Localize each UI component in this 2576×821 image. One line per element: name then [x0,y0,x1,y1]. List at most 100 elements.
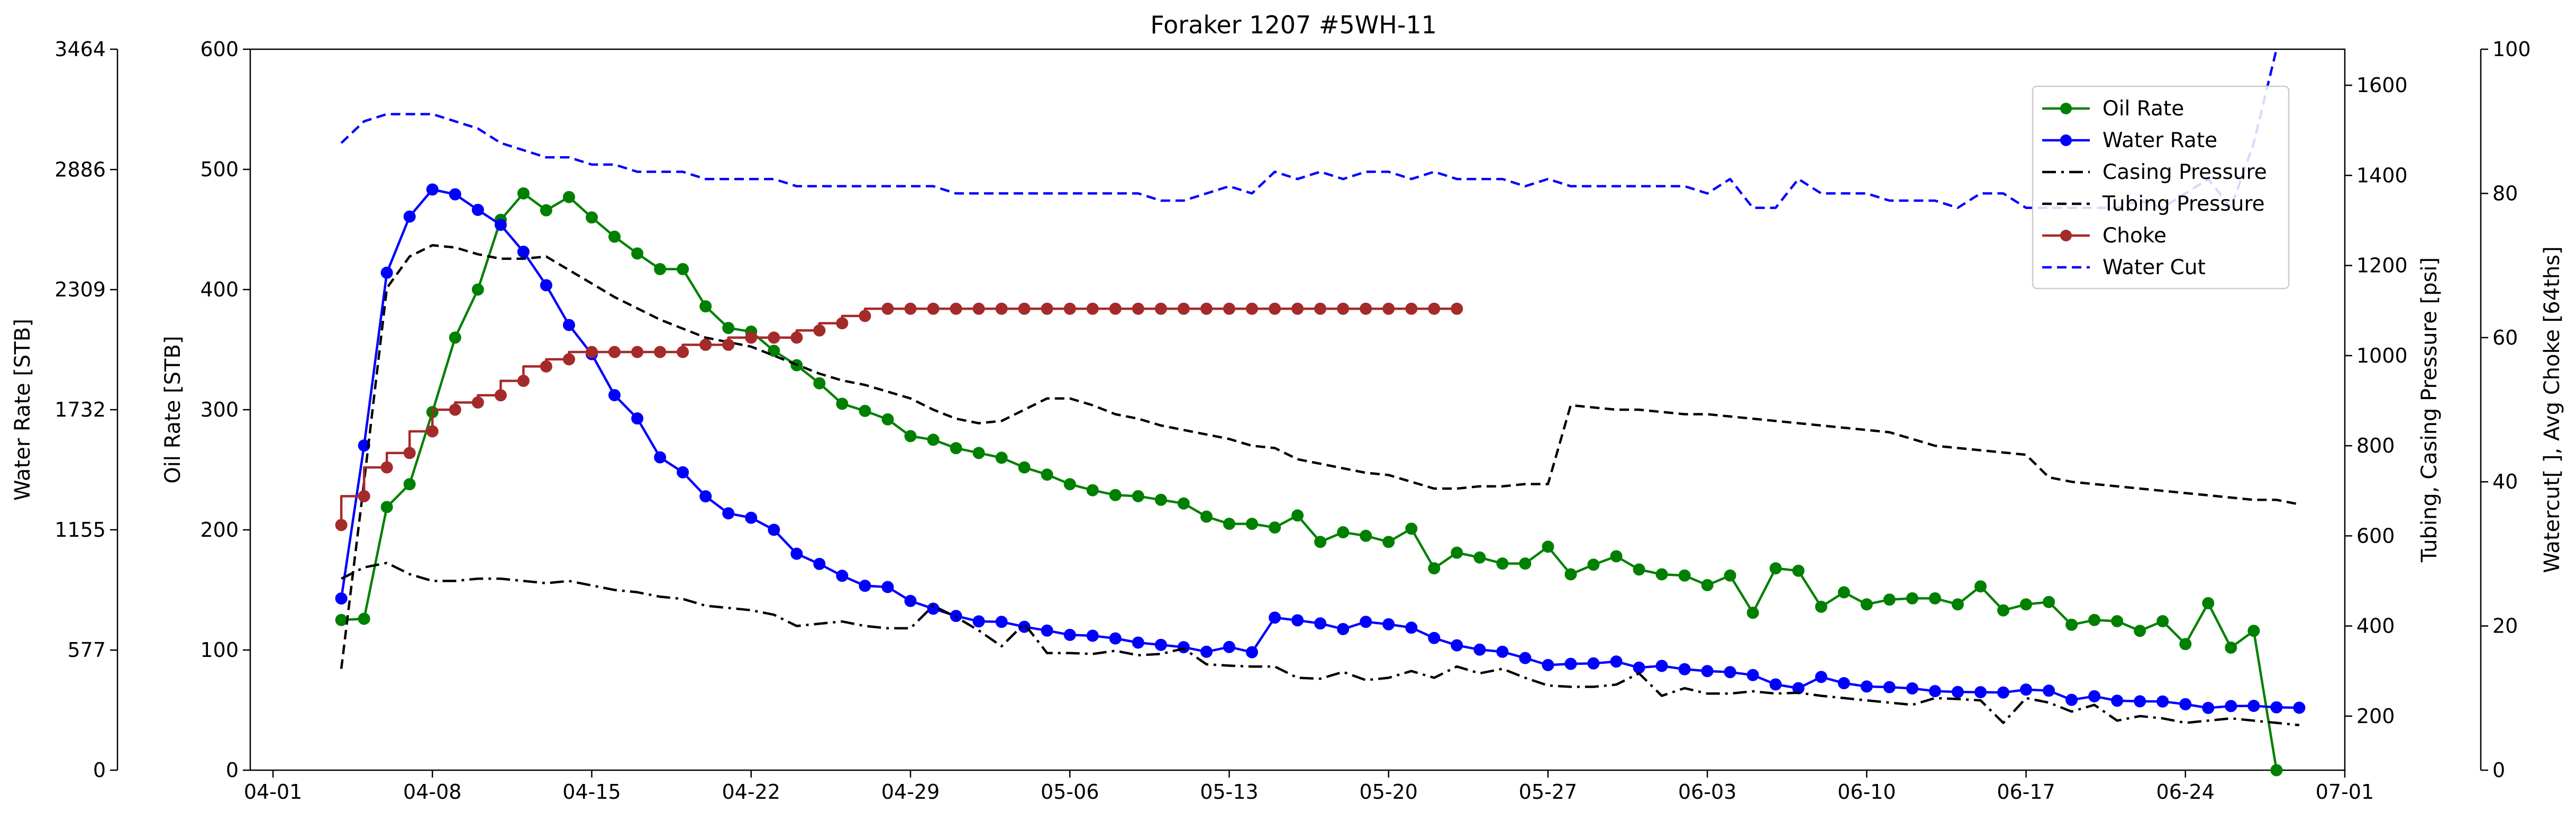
x-tick-label: 04-01 [244,780,302,804]
data-point [1815,600,1827,613]
data-point [768,331,780,344]
data-point [813,557,826,570]
chart-legend: Oil Rate Water Rate Casing Pressure Tubing … [2032,85,2290,290]
data-point [1018,620,1031,633]
data-point [380,266,393,279]
data-point [335,592,348,605]
data-point [1769,562,1782,575]
data-point [1769,678,1782,691]
data-point [608,230,621,243]
data-point [2225,700,2237,712]
series-water-rate [335,183,2306,714]
data-point [1132,302,1144,315]
legend-label: Choke [2102,224,2167,248]
data-point [1883,681,1896,693]
data-point [1200,302,1213,315]
oil-tick-label: 300 [200,398,239,421]
data-point [1496,557,1509,570]
data-point [1451,546,1463,559]
data-point [1337,302,1350,315]
water-tick-label: 3464 [54,38,106,61]
data-point [881,581,894,593]
data-point [1223,302,1235,315]
data-point [2020,598,2032,611]
x-tick-label: 05-20 [1359,780,1417,804]
data-point [1837,677,1850,690]
data-point [722,322,735,335]
data-point [1223,640,1235,653]
data-point [1269,521,1281,534]
legend-label: Water Rate [2102,129,2217,152]
x-tick-label: 04-22 [722,780,780,804]
data-point [1633,563,1645,576]
data-point [1473,551,1486,564]
data-point [768,524,780,536]
data-point [972,447,985,459]
data-point [722,338,735,351]
legend-label: Tubing Pressure [2102,192,2265,216]
water-tick-label: 1155 [54,518,106,542]
x-tick-label: 06-17 [1997,780,2055,804]
data-point [1382,302,1395,315]
data-point [1337,622,1350,635]
data-point [1245,518,1258,530]
data-point [1177,497,1190,510]
data-point [1154,493,1167,506]
water-tick-label: 0 [93,759,106,782]
data-point [881,302,894,315]
series-water-cut [340,49,2278,209]
legend-marker [2060,103,2072,114]
watercut-tick-label: 40 [2492,470,2518,493]
data-point [1678,569,1691,582]
data-point [1405,302,1418,315]
data-point [1269,302,1281,315]
data-point [2247,700,2260,712]
data-point [380,461,393,474]
x-tick-label: 06-24 [2156,780,2215,804]
data-point [608,346,621,358]
data-point [2065,693,2078,706]
data-point [2111,615,2124,627]
series-line [341,562,2300,727]
data-point [517,187,530,200]
data-point [1018,461,1031,474]
pressure-tick-label: 200 [2356,705,2395,728]
data-point [2225,642,2237,654]
data-point [2088,614,2101,626]
oil-tick-label: 0 [226,759,239,782]
data-point [1041,302,1053,315]
data-point [1974,580,1987,593]
legend-item: Choke [2042,224,2167,248]
data-point [654,263,667,275]
oil-tick-label: 100 [200,638,239,662]
oil-tick-label: 200 [200,518,239,542]
data-point [1382,536,1395,548]
data-point [745,331,758,344]
legend-item: Casing Pressure [2042,160,2267,184]
data-point [677,263,689,275]
water-tick-label: 1732 [54,398,106,421]
watercut-tick-label: 60 [2492,326,2518,349]
data-point [1337,526,1350,538]
data-point [1860,598,1873,611]
data-point [995,452,1008,464]
data-point [426,183,439,196]
legend-box [2032,85,2290,290]
data-point [1997,604,2009,617]
data-point [1587,657,1600,670]
data-point [699,490,712,503]
data-point [1951,598,1964,611]
data-point [677,466,689,479]
series-choke [335,302,1463,531]
data-point [1792,682,1805,694]
pressure-tick-label: 600 [2356,524,2395,547]
water-tick-label: 577 [67,638,106,662]
series-line [340,244,2300,669]
data-point [2293,701,2306,714]
data-point [403,478,416,491]
data-point [2179,698,2192,710]
data-point [631,412,644,425]
legend-item: Oil Rate [2042,97,2184,121]
x-tick-label: 06-10 [1837,780,1896,804]
